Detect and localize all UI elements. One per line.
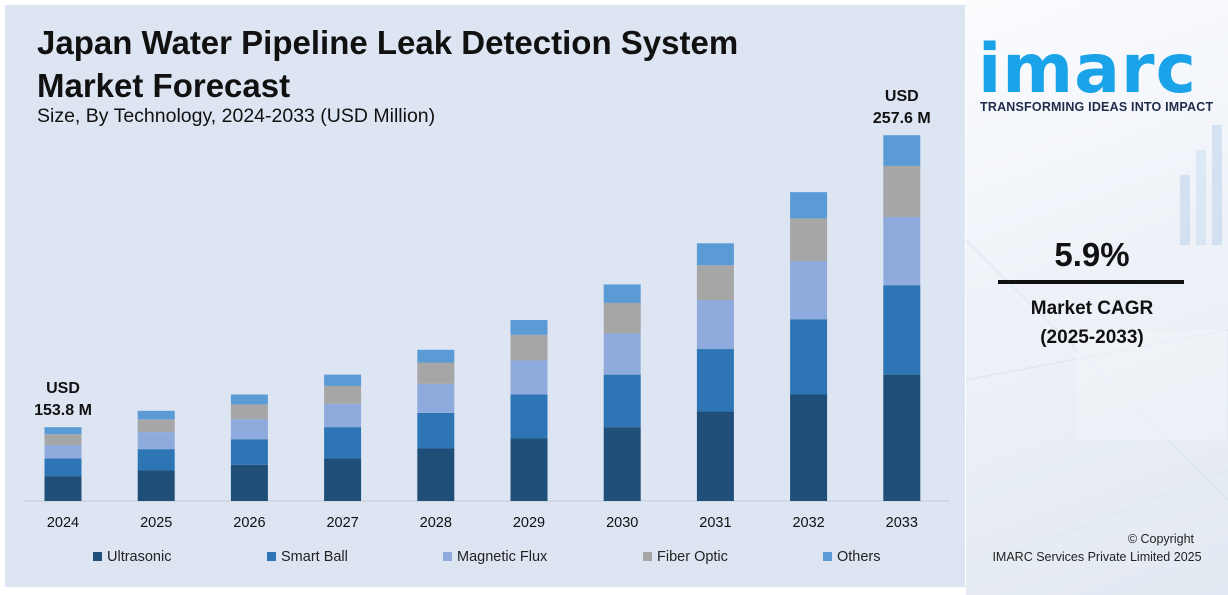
- bar-fiber-optic-2026: [230, 404, 268, 420]
- bar-others-2032: [790, 192, 828, 219]
- bar-ultrasonic-2024: [44, 476, 82, 501]
- bar-smart-ball-2028: [417, 412, 455, 449]
- x-tick-label-2032: 2032: [792, 515, 824, 531]
- bar-others-2029: [510, 319, 548, 335]
- bar-fiber-optic-2032: [790, 218, 828, 262]
- legend-label-fiber-optic: Fiber Optic: [657, 549, 728, 565]
- bar-fiber-optic-2031: [696, 265, 734, 301]
- bar-fiber-optic-2025: [137, 419, 175, 433]
- bar-magnetic-flux-2030: [603, 333, 641, 375]
- bar-smart-ball-2025: [137, 449, 175, 471]
- bar-others-2030: [603, 284, 641, 303]
- legend-swatch-magnetic-flux: [443, 552, 452, 561]
- imarc-logo: imarc: [978, 30, 1197, 109]
- bar-magnetic-flux-2031: [696, 300, 734, 350]
- bar-smart-ball-2024: [44, 458, 82, 477]
- bar-magnetic-flux-2024: [44, 444, 82, 459]
- bar-magnetic-flux-2029: [510, 360, 548, 395]
- legend-label-smart-ball: Smart Ball: [281, 549, 348, 565]
- bar-ultrasonic-2025: [137, 470, 175, 501]
- cagr-value: 5.9%: [1054, 236, 1130, 273]
- x-tick-label-2026: 2026: [233, 515, 265, 531]
- bar-ultrasonic-2027: [324, 458, 362, 501]
- bar-others-2028: [417, 349, 455, 363]
- bar-others-2031: [696, 243, 734, 266]
- bar-smart-ball-2026: [230, 439, 268, 465]
- sidebar-panel: imarc TRANSFORMING IDEAS INTO IMPACT 5.9…: [966, 0, 1228, 595]
- bar-magnetic-flux-2025: [137, 432, 175, 450]
- bar-smart-ball-2033: [883, 285, 921, 375]
- cagr-label: Market CAGR: [1030, 298, 1154, 319]
- bar-ultrasonic-2028: [417, 448, 455, 501]
- bar-magnetic-flux-2032: [790, 261, 828, 320]
- legend-swatch-fiber-optic: [643, 552, 652, 561]
- bar-magnetic-flux-2026: [230, 419, 268, 440]
- bar-ultrasonic-2029: [510, 438, 548, 501]
- legend-label-ultrasonic: Ultrasonic: [107, 549, 171, 565]
- bar-smart-ball-2032: [790, 319, 828, 395]
- bar-others-2033: [883, 135, 921, 166]
- stacked-bar-chart: 2024 2025 2026 2027 2028 2029 2030 2031 2032 2033…: [23, 88, 950, 565]
- bar-ultrasonic-2032: [790, 394, 828, 501]
- x-tick-label-2025: 2025: [140, 515, 172, 531]
- bar-magnetic-flux-2027: [324, 403, 362, 428]
- cagr-period: (2025-2033): [1040, 327, 1144, 348]
- bar-ultrasonic-2030: [603, 427, 641, 501]
- logo-tagline: TRANSFORMING IDEAS INTO IMPACT: [980, 100, 1214, 114]
- cagr-divider: [998, 280, 1184, 284]
- x-tick-label-2028: 2028: [420, 515, 452, 531]
- legend-label-others: Others: [837, 549, 881, 565]
- bar-smart-ball-2031: [696, 349, 734, 412]
- bar-others-2027: [324, 374, 362, 386]
- bar-magnetic-flux-2028: [417, 383, 455, 413]
- x-tick-label-2033: 2033: [886, 515, 918, 531]
- bar-fiber-optic-2024: [44, 434, 82, 445]
- bar-fiber-optic-2033: [883, 165, 921, 217]
- bar-others-2024: [44, 427, 82, 435]
- x-tick-label-2029: 2029: [513, 515, 545, 531]
- background-decoration: [966, 125, 1228, 561]
- x-tick-label-2024: 2024: [47, 515, 79, 531]
- bar-ultrasonic-2031: [696, 411, 734, 501]
- bar-magnetic-flux-2033: [883, 217, 921, 286]
- bar-fiber-optic-2028: [417, 362, 455, 384]
- legend-label-magnetic-flux: Magnetic Flux: [457, 549, 548, 565]
- bar-fiber-optic-2027: [324, 385, 362, 404]
- bar-ultrasonic-2033: [883, 374, 921, 501]
- copyright-text: © Copyright: [1127, 532, 1194, 546]
- chart-title: Japan Water Pipeline Leak Detection Syst…: [37, 24, 739, 104]
- chart-panel: Japan Water Pipeline Leak Detection Syst…: [5, 5, 965, 587]
- bar-smart-ball-2029: [510, 394, 548, 439]
- bar-others-2026: [230, 394, 268, 405]
- bar-fiber-optic-2030: [603, 302, 641, 334]
- total-label-first-line2: 153.8 M: [34, 402, 92, 419]
- total-label-last-line1: USD: [885, 88, 919, 105]
- x-tick-label-2027: 2027: [326, 515, 358, 531]
- bar-ultrasonic-2026: [230, 464, 268, 501]
- company-name: IMARC Services Private Limited 2025: [992, 550, 1202, 564]
- bar-smart-ball-2027: [324, 427, 362, 459]
- total-label-first-line1: USD: [46, 380, 80, 397]
- x-tick-label-2030: 2030: [606, 515, 638, 531]
- total-label-last-line2: 257.6 M: [873, 110, 931, 127]
- legend-swatch-others: [823, 552, 832, 561]
- bar-others-2025: [137, 410, 175, 420]
- bar-smart-ball-2030: [603, 374, 641, 428]
- legend-swatch-smart-ball: [267, 552, 276, 561]
- x-tick-label-2031: 2031: [699, 515, 731, 531]
- bar-fiber-optic-2029: [510, 334, 548, 361]
- chart-subtitle: Size, By Technology, 2024-2033 (USD Mill…: [37, 105, 436, 127]
- legend-swatch-ultrasonic: [93, 552, 102, 561]
